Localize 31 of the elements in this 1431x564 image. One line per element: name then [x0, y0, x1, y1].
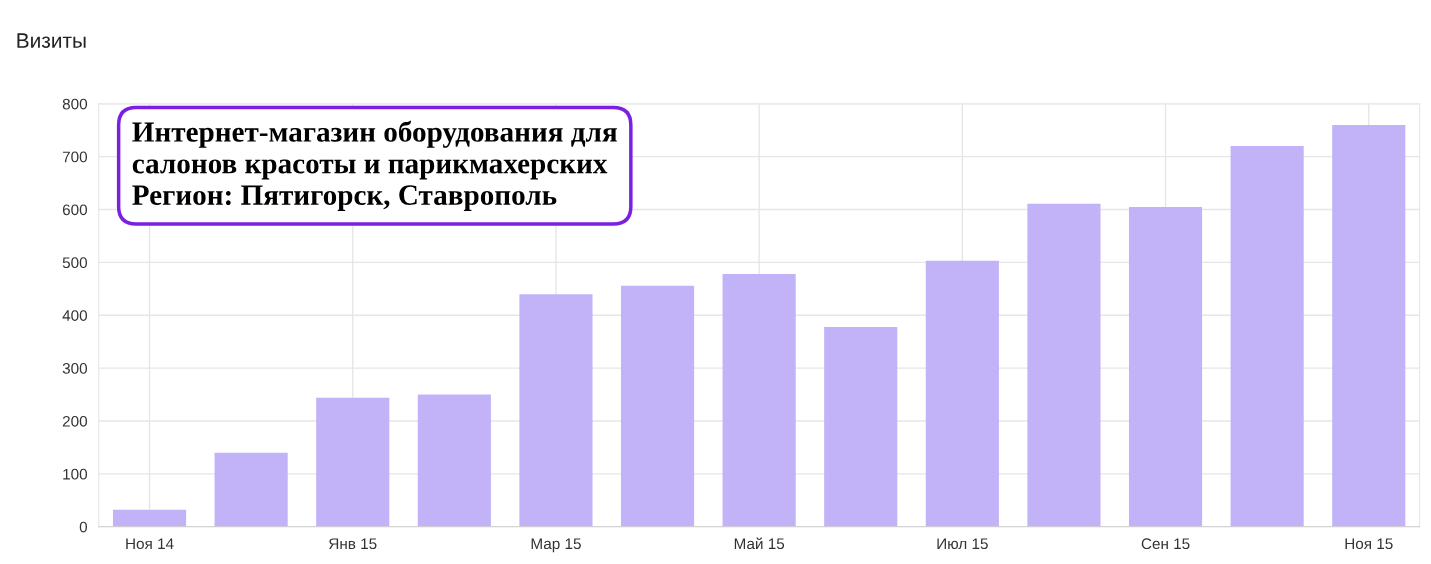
bar	[1027, 203, 1101, 527]
bar	[519, 294, 593, 527]
y-tick-label: 600	[62, 204, 88, 216]
y-tick-label: 200	[62, 415, 88, 427]
bar	[316, 397, 390, 527]
bar	[214, 452, 288, 527]
bar	[1332, 124, 1406, 527]
x-tick-label: Янв 15	[329, 538, 377, 550]
y-axis-title: Визиты	[17, 33, 86, 48]
x-tick-label: Май 15	[734, 537, 785, 550]
annotation: Интернет-магазин оборудования для салонов красоты и парикмахерских Регион: Пятигорск, Ставрополь	[132, 120, 617, 211]
y-tick-label: 800	[62, 98, 88, 110]
x-tick-label: Июл 15	[937, 538, 988, 550]
bar	[1230, 146, 1304, 527]
x-tick-label: Сен 15	[1141, 538, 1190, 550]
y-tick-label: 100	[63, 468, 88, 480]
bar	[824, 326, 898, 527]
y-tick-label: 300	[62, 363, 88, 374]
x-tick-label: Ноя 15	[1345, 538, 1393, 550]
x-tick-label: Ноя 14	[126, 538, 174, 550]
y-tick-label: 700	[62, 151, 88, 163]
bar	[1128, 206, 1203, 527]
y-tick-label: 500	[62, 257, 88, 269]
bar	[112, 509, 187, 527]
bar	[925, 260, 999, 527]
bar	[417, 394, 491, 527]
y-tick-label: 400	[62, 310, 88, 321]
bar	[722, 274, 796, 527]
y-tick-label: 0	[79, 521, 88, 533]
bar	[620, 285, 695, 527]
x-tick-label: Мар 15	[531, 538, 581, 553]
